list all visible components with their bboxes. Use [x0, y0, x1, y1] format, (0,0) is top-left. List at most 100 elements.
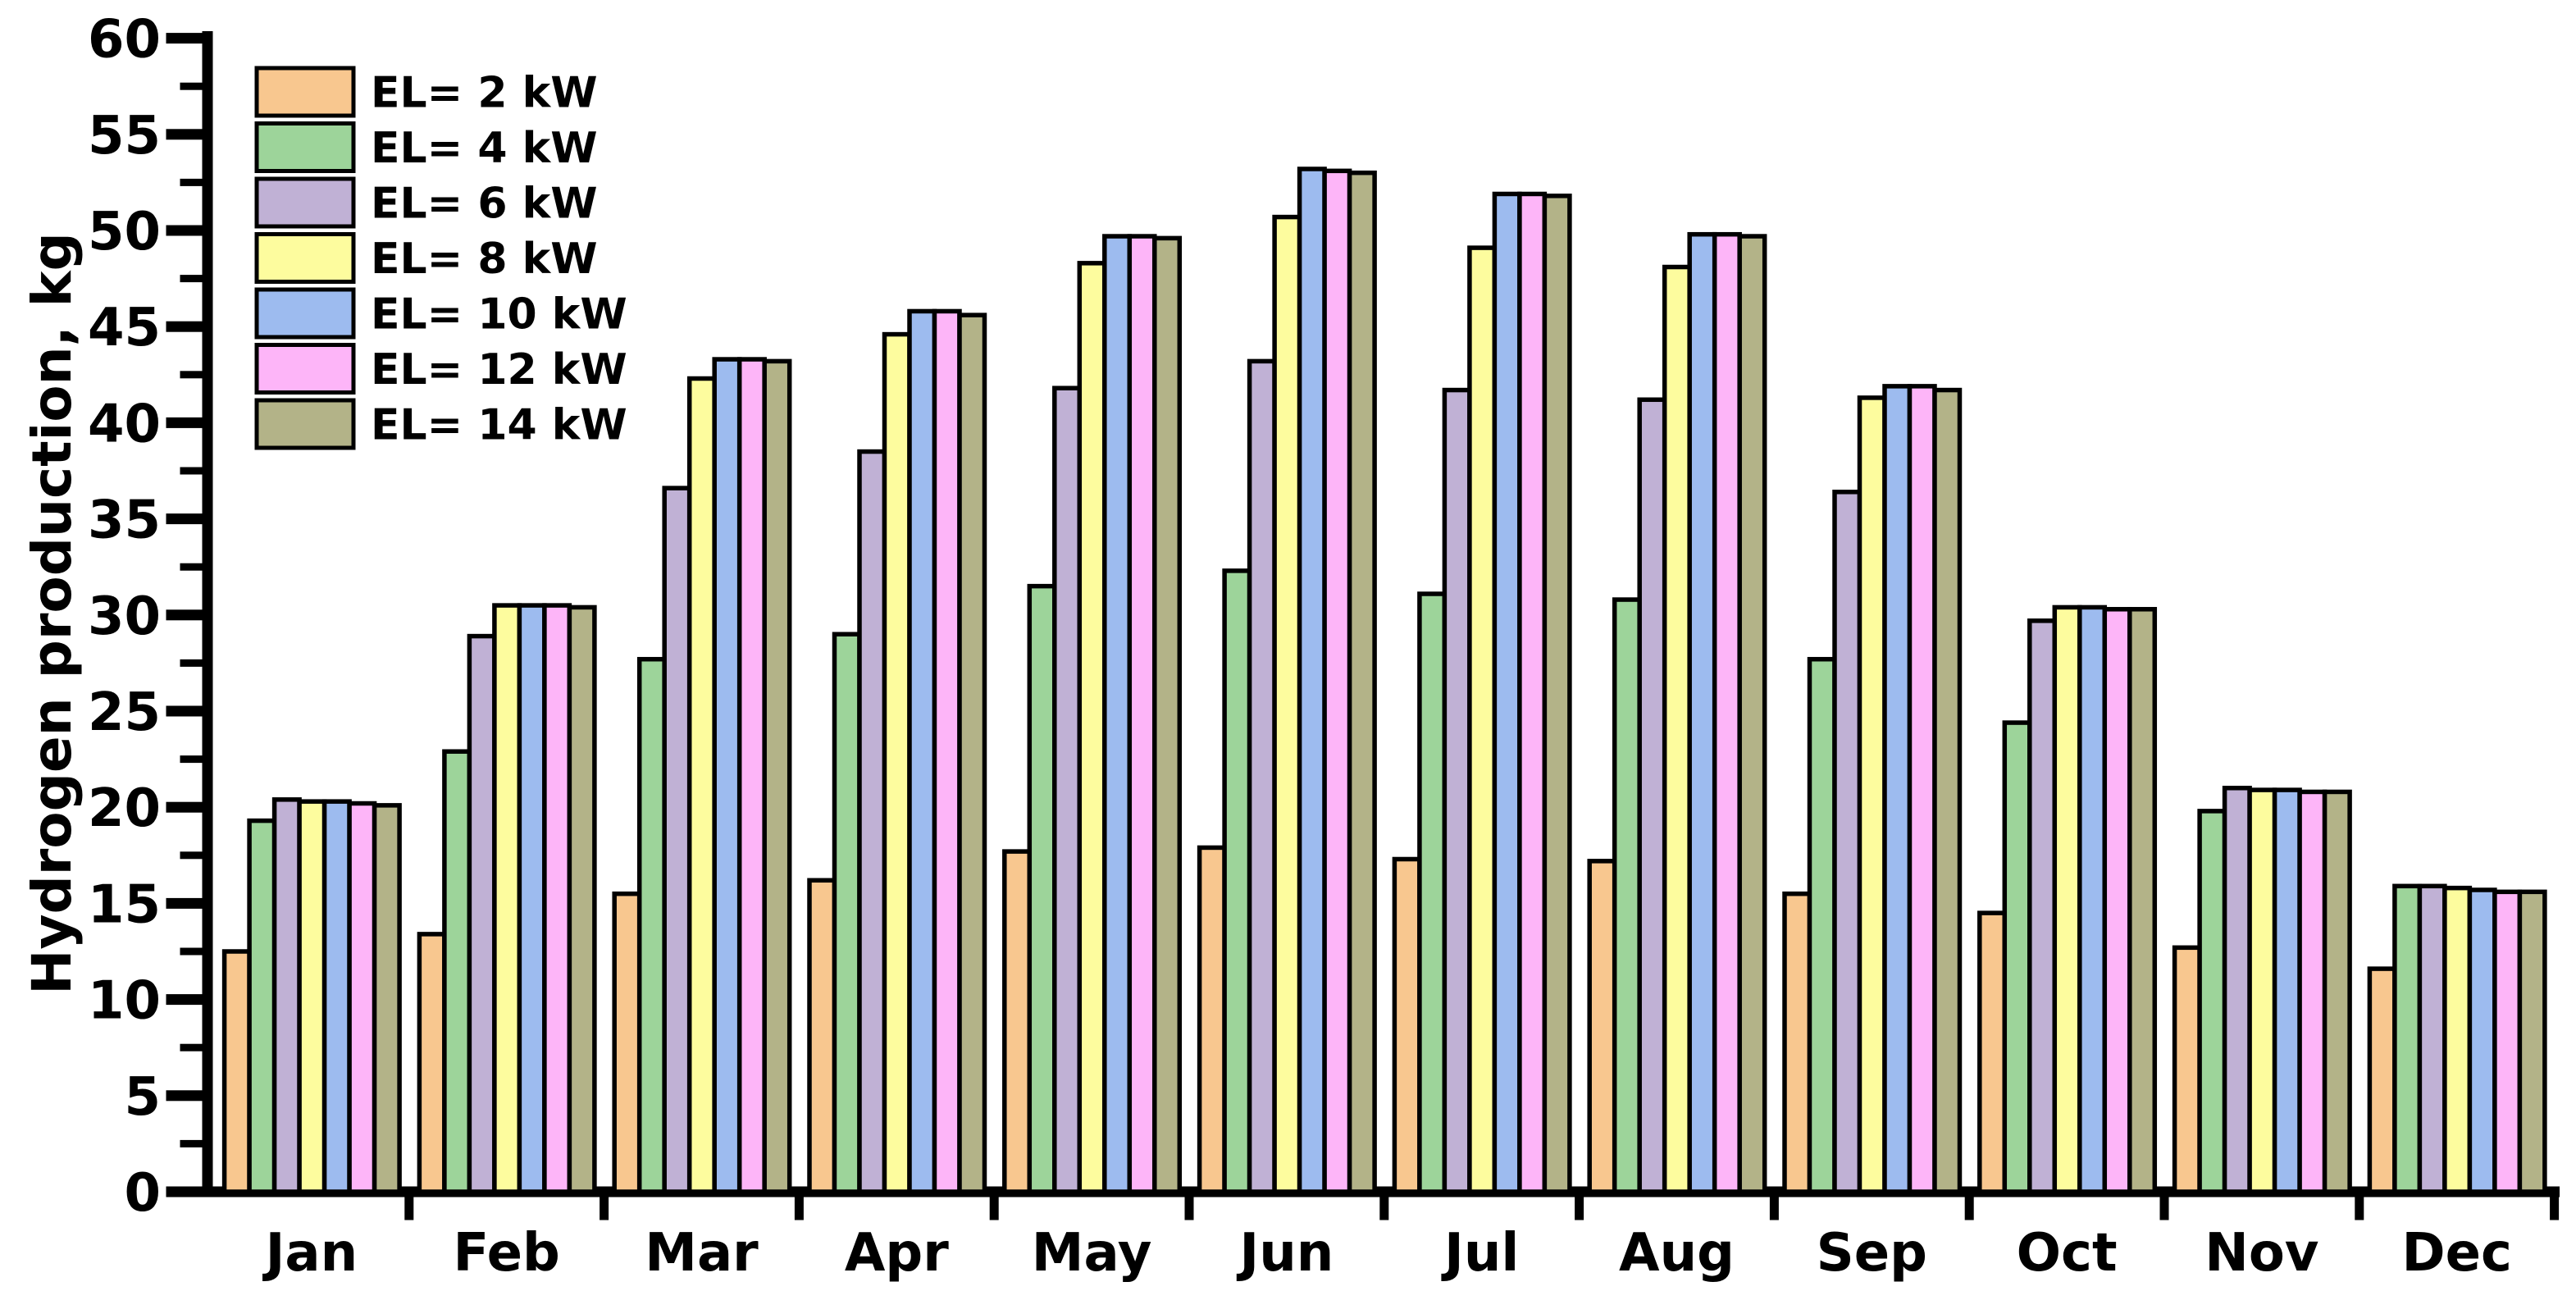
bar-aug-series1 — [1587, 859, 1617, 1194]
y-minor-tick — [180, 1139, 203, 1147]
bar-dec-series1 — [2367, 966, 2397, 1194]
bar-jun-series2 — [1222, 568, 1252, 1194]
bar-oct-series2 — [2002, 720, 2032, 1194]
x-tick — [1964, 1197, 1974, 1220]
bar-mar-series1 — [612, 891, 642, 1194]
y-major-tick — [166, 513, 203, 525]
bar-may-series5 — [1102, 234, 1133, 1194]
x-tick-label-feb: Feb — [454, 1223, 560, 1284]
y-minor-tick — [180, 275, 203, 283]
bar-nov-series1 — [2172, 945, 2202, 1194]
x-tick-label-jan: Jan — [262, 1223, 358, 1284]
bar-jun-series6 — [1322, 168, 1352, 1194]
bar-jan-series4 — [297, 799, 327, 1194]
y-tick-label: 30 — [88, 586, 161, 647]
x-tick-label-jun: Jun — [1236, 1223, 1334, 1284]
bar-sep-series5 — [1882, 384, 1913, 1194]
x-tick — [1575, 1197, 1584, 1220]
legend-swatch-series7 — [254, 398, 356, 450]
y-tick-label: 45 — [88, 298, 161, 358]
bar-feb-series3 — [467, 633, 497, 1194]
bar-jan-series6 — [347, 801, 377, 1194]
y-minor-tick — [180, 371, 203, 379]
bar-nov-series2 — [2197, 809, 2227, 1194]
bar-dec-series4 — [2442, 885, 2473, 1194]
bar-jan-series3 — [271, 797, 302, 1194]
bar-nov-series3 — [2222, 786, 2252, 1194]
bar-jul-series3 — [1442, 387, 1472, 1194]
y-tick-label: 5 — [124, 1067, 161, 1128]
x-tick — [404, 1197, 414, 1220]
x-tick — [1184, 1197, 1194, 1220]
y-major-tick — [166, 1090, 203, 1102]
y-minor-tick — [180, 563, 203, 571]
legend-swatch-series6 — [254, 343, 356, 395]
bar-jul-series6 — [1517, 191, 1548, 1194]
y-major-tick — [166, 705, 203, 717]
y-tick-label: 40 — [88, 394, 161, 454]
bar-jun-series4 — [1272, 214, 1302, 1194]
bar-jan-series5 — [321, 799, 352, 1194]
y-tick-label: 50 — [88, 202, 161, 262]
bar-sep-series1 — [1782, 891, 1812, 1194]
bar-aug-series2 — [1612, 597, 1642, 1194]
legend-label-series7: EL= 14 kW — [371, 401, 627, 450]
y-major-tick — [166, 225, 203, 236]
legend-label-series3: EL= 6 kW — [371, 180, 598, 229]
bar-sep-series7 — [1932, 387, 1963, 1194]
bar-jul-series1 — [1392, 856, 1422, 1194]
bar-jan-series1 — [221, 949, 252, 1194]
bar-dec-series3 — [2417, 883, 2447, 1194]
legend-label-series4: EL= 8 kW — [371, 235, 598, 284]
legend-label-series2: EL= 4 kW — [371, 124, 598, 173]
bar-nov-series5 — [2272, 787, 2302, 1194]
y-major-tick — [166, 33, 203, 44]
bar-mar-series6 — [736, 357, 767, 1194]
bar-sep-series6 — [1907, 384, 1937, 1194]
bar-dec-series5 — [2467, 887, 2497, 1194]
bar-dec-series2 — [2392, 883, 2423, 1194]
y-major-tick — [166, 609, 203, 621]
bar-mar-series7 — [762, 358, 792, 1194]
legend-label-series6: EL= 12 kW — [371, 345, 627, 395]
bar-jul-series7 — [1542, 194, 1572, 1194]
bar-apr-series5 — [907, 308, 937, 1194]
y-minor-tick — [180, 82, 203, 90]
bar-oct-series6 — [2102, 607, 2132, 1194]
bar-sep-series3 — [1832, 490, 1862, 1194]
x-tick-label-sep: Sep — [1817, 1223, 1927, 1284]
y-major-tick — [166, 321, 203, 332]
y-minor-tick — [180, 755, 203, 764]
bar-feb-series7 — [567, 604, 597, 1194]
legend-label-series1: EL= 2 kW — [371, 69, 598, 118]
bar-jul-series2 — [1417, 591, 1448, 1194]
bar-feb-series4 — [492, 603, 522, 1194]
bar-mar-series4 — [686, 376, 717, 1194]
bar-jan-series7 — [372, 803, 402, 1194]
x-tick-label-apr: Apr — [845, 1223, 949, 1284]
bar-may-series4 — [1077, 261, 1107, 1194]
y-minor-tick — [180, 467, 203, 475]
bar-jul-series5 — [1492, 191, 1522, 1194]
y-tick-label: 0 — [124, 1163, 161, 1224]
bar-oct-series4 — [2052, 604, 2082, 1194]
y-tick-label: 20 — [88, 778, 161, 839]
bar-sep-series4 — [1857, 395, 1887, 1194]
bar-apr-series3 — [857, 449, 887, 1194]
bar-apr-series1 — [807, 878, 837, 1194]
x-tick-label-jul: Jul — [1441, 1223, 1519, 1284]
x-tick-label-mar: Mar — [645, 1223, 759, 1284]
bar-jun-series1 — [1197, 845, 1227, 1194]
legend-label-series5: EL= 10 kW — [371, 290, 627, 340]
x-tick — [600, 1197, 609, 1220]
bar-oct-series5 — [2077, 604, 2108, 1194]
y-tick-label: 60 — [88, 10, 161, 71]
x-tick-label-dec: Dec — [2401, 1223, 2511, 1284]
bar-sep-series2 — [1807, 656, 1837, 1194]
x-tick-label-nov: Nov — [2204, 1223, 2318, 1284]
x-tick — [2159, 1197, 2169, 1220]
bar-apr-series2 — [832, 632, 862, 1194]
y-major-tick — [166, 1186, 203, 1197]
